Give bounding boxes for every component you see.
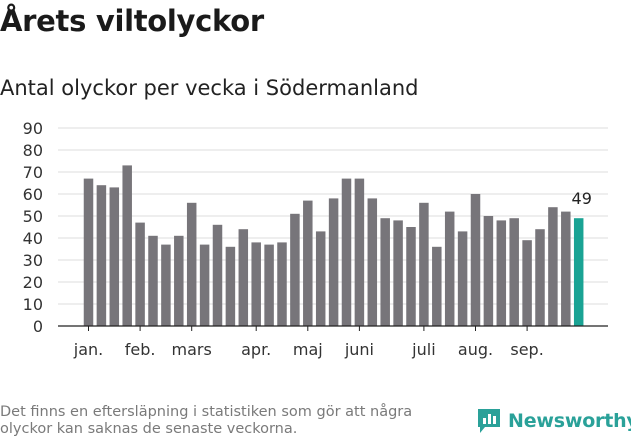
footnote: Det finns en eftersläpning i statistiken… <box>0 404 413 437</box>
y-tick-label: 0 <box>33 317 43 336</box>
bar <box>135 222 145 326</box>
chart-title: Årets viltolyckor <box>0 4 264 38</box>
x-tick-label: mars <box>172 340 212 359</box>
bar <box>212 224 223 326</box>
bars: 49 <box>83 165 592 326</box>
bar <box>483 216 494 326</box>
y-tick-label: 10 <box>23 295 43 314</box>
bar <box>315 231 326 326</box>
y-tick-label: 40 <box>23 229 43 248</box>
bar <box>225 246 236 326</box>
bar <box>199 244 210 326</box>
bar <box>419 202 429 326</box>
bar <box>264 244 274 326</box>
bar <box>341 178 352 326</box>
bar <box>380 218 390 326</box>
highlight-value-label: 49 <box>572 189 592 208</box>
x-tick-label: juli <box>411 340 435 359</box>
y-tick-label: 90 <box>23 119 43 138</box>
bar <box>174 235 184 326</box>
y-tick-label: 50 <box>23 207 43 226</box>
newsworthy-logo-icon <box>478 409 500 433</box>
bar <box>457 231 468 326</box>
bar <box>186 202 197 326</box>
x-tick-label: maj <box>293 340 323 359</box>
bar <box>161 244 171 326</box>
bar <box>367 198 378 326</box>
bar <box>548 207 558 326</box>
bar <box>238 229 249 326</box>
bar <box>522 240 532 326</box>
bar <box>277 242 287 326</box>
x-axis-ticks: jan. feb. mars apr. maj juni juli aug. sep. <box>73 326 544 359</box>
bar <box>290 213 300 326</box>
bar <box>432 246 442 326</box>
y-tick-label: 80 <box>23 141 43 160</box>
x-tick-label: feb. <box>125 340 156 359</box>
y-tick-label: 60 <box>23 185 43 204</box>
x-tick-label: apr. <box>241 340 271 359</box>
bar <box>328 198 339 326</box>
bar <box>393 220 403 326</box>
bar <box>470 194 481 326</box>
bar <box>354 178 365 326</box>
brand-name: Newsworthy <box>508 410 631 432</box>
bar <box>148 235 158 326</box>
x-tick-label: juni <box>344 340 374 359</box>
x-tick-label: aug. <box>458 340 493 359</box>
bar-highlight <box>573 218 584 326</box>
y-tick-label: 70 <box>23 163 43 182</box>
bar <box>83 178 94 326</box>
bar <box>496 220 507 326</box>
x-tick-label: sep. <box>510 340 543 359</box>
bar <box>561 211 571 326</box>
bar <box>444 211 455 326</box>
bar <box>96 185 107 326</box>
y-tick-label: 20 <box>23 273 43 292</box>
bar <box>535 229 545 326</box>
y-axis-ticks: 0 10 20 30 40 50 60 70 80 90 <box>23 119 43 336</box>
bar <box>251 242 261 326</box>
bar <box>109 187 120 326</box>
bar <box>406 227 416 326</box>
bar <box>122 165 132 326</box>
bar <box>303 200 313 326</box>
x-tick-label: jan. <box>73 340 103 359</box>
bar-chart: 0 10 20 30 40 50 60 70 80 90 49 jan. feb. mars apr. m… <box>23 119 608 359</box>
y-tick-label: 30 <box>23 251 43 270</box>
bar <box>509 218 519 326</box>
chart-subtitle: Antal olyckor per vecka i Södermanland <box>0 76 419 100</box>
brand-logo: Newsworthy <box>476 407 631 435</box>
